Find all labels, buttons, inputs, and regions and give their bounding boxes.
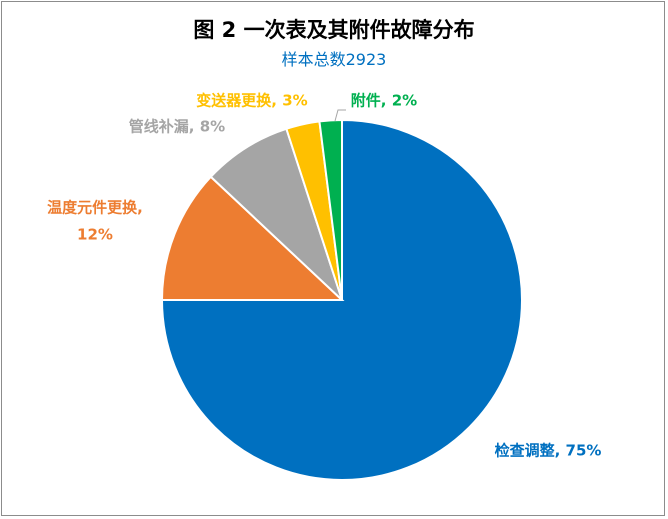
data-label-pipeline: 管线补漏, 8% — [128, 117, 226, 136]
leader-line-accessory — [334, 109, 346, 122]
data-label-inspection: 检查调整, 75% — [494, 441, 602, 460]
data-label-temp-element-line1: 温度元件更换, — [47, 198, 143, 217]
pie-slice-0 — [160, 118, 523, 481]
chart-title: 图 2 一次表及其附件故障分布 — [193, 18, 475, 42]
data-label-temp-element-line2: 12% — [77, 225, 113, 244]
data-label-accessory: 附件, 2% — [350, 91, 418, 110]
pie-slice-4 — [318, 118, 343, 301]
pie-slice-1 — [160, 175, 345, 301]
data-label-transmitter: 变送器更换, 3% — [196, 91, 308, 110]
chart-subtitle: 样本总数2923 — [281, 50, 387, 69]
pie-slice-2 — [209, 127, 343, 301]
